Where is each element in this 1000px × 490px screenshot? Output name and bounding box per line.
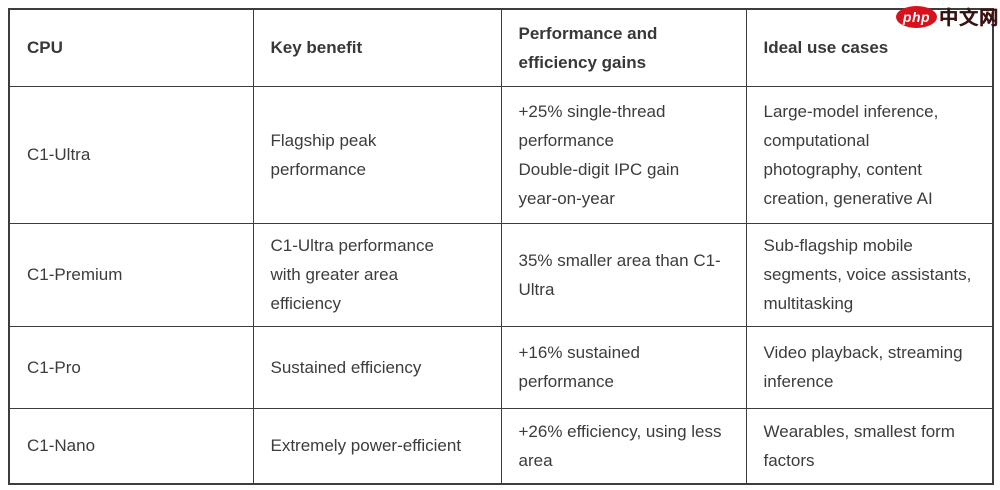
cell-cpu: C1-Ultra <box>8 85 254 224</box>
php-watermark-site-text: 中文网 <box>938 8 999 29</box>
cell-use-cases: Video playback, streaming inference <box>745 325 994 409</box>
cell-gains: +25% single-thread performance Double-di… <box>500 85 747 224</box>
header-cell-use-cases: Ideal use cases <box>745 8 994 87</box>
cpu-comparison-table: CPU Key benefit Performance and efficien… <box>8 8 994 485</box>
cell-cpu: C1-Nano <box>8 407 254 485</box>
cell-use-cases: Wearables, smallest form factors <box>745 407 994 485</box>
php-logo-icon: php <box>895 5 937 28</box>
php-watermark: php 中文网 <box>895 3 999 30</box>
cell-benefit: Sustained efficiency <box>252 325 502 409</box>
cell-benefit: C1-Ultra performance with greater area e… <box>252 222 502 327</box>
cell-use-cases: Large-model inference, computational pho… <box>745 85 994 224</box>
cell-gains: 35% smaller area than C1- Ultra <box>500 222 747 327</box>
cell-use-cases: Sub-flagship mobile segments, voice assi… <box>745 222 994 327</box>
header-cell-gains: Performance and efficiency gains <box>500 8 747 87</box>
table-row: C1-Ultra Flagship peak performance +25% … <box>8 85 994 224</box>
cell-gains: +26% efficiency, using less area <box>500 407 747 485</box>
table-header-row: CPU Key benefit Performance and efficien… <box>8 8 994 87</box>
header-cell-key-benefit: Key benefit <box>252 8 502 87</box>
table-row: C1-Nano Extremely power-efficient +26% e… <box>8 407 994 485</box>
header-cell-cpu: CPU <box>8 8 254 87</box>
cell-gains: +16% sustained performance <box>500 325 747 409</box>
cell-cpu: C1-Premium <box>8 222 254 327</box>
table-row: C1-Pro Sustained efficiency +16% sustain… <box>8 325 994 409</box>
table-row: C1-Premium C1-Ultra performance with gre… <box>8 222 994 327</box>
cell-benefit: Extremely power-efficient <box>252 407 502 485</box>
cell-benefit: Flagship peak performance <box>252 85 502 224</box>
cell-cpu: C1-Pro <box>8 325 254 409</box>
